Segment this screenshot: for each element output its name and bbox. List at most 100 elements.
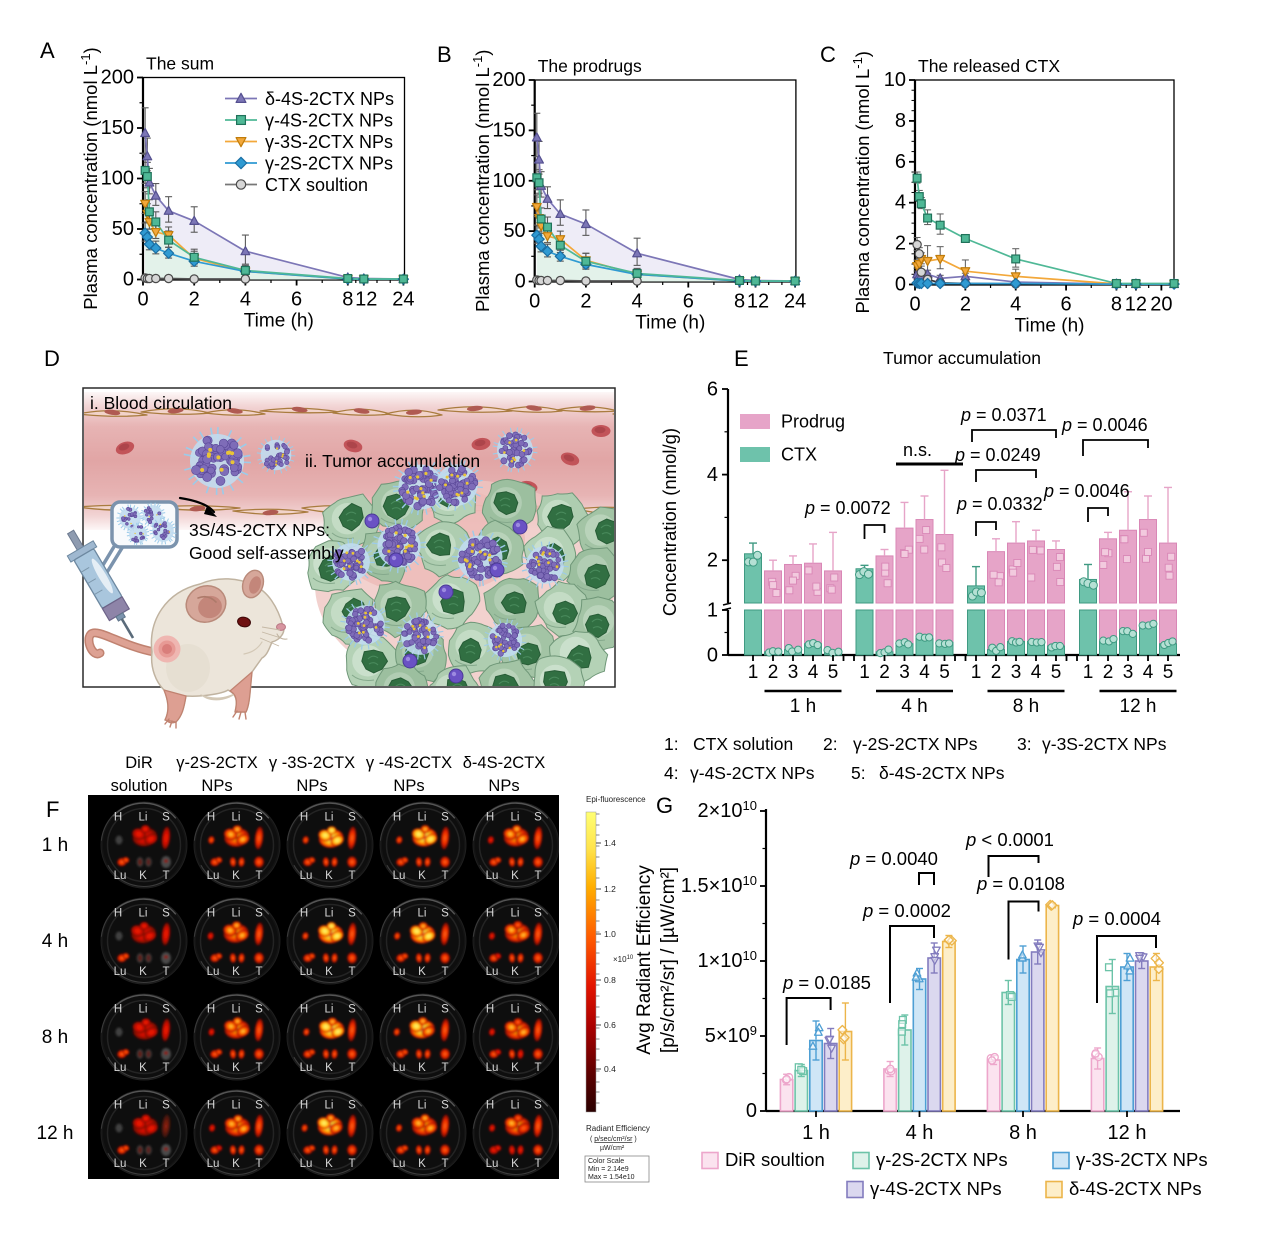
svg-text:H: H xyxy=(114,1100,122,1112)
svg-text:K: K xyxy=(511,870,519,882)
svg-text:H: H xyxy=(393,812,401,824)
svg-text:8: 8 xyxy=(1111,294,1122,316)
svg-text:4: 4 xyxy=(707,464,718,486)
svg-text:T: T xyxy=(534,1158,541,1170)
svg-text:1: 1 xyxy=(859,662,870,683)
svg-text:4:: 4: xyxy=(664,763,679,783)
svg-text:NPs: NPs xyxy=(488,777,519,795)
svg-text:The sum: The sum xyxy=(146,54,214,74)
svg-text:γ-3S-2CTX NPs: γ-3S-2CTX NPs xyxy=(1042,734,1167,754)
svg-text:Lu: Lu xyxy=(486,870,499,882)
svg-text:E: E xyxy=(734,346,749,371)
svg-text:K: K xyxy=(139,870,147,882)
svg-text:8: 8 xyxy=(895,110,906,132)
svg-text:D: D xyxy=(44,346,60,371)
svg-text:Li: Li xyxy=(418,1100,427,1112)
svg-text:Li: Li xyxy=(418,908,427,920)
svg-text:8: 8 xyxy=(342,289,353,311)
svg-text:4: 4 xyxy=(1143,662,1154,683)
svg-text:T: T xyxy=(348,966,355,978)
svg-text:24: 24 xyxy=(392,289,414,311)
svg-text:1.2: 1.2 xyxy=(604,884,616,894)
svg-text:20: 20 xyxy=(1150,294,1172,316)
svg-text:H: H xyxy=(486,1100,494,1112)
svg-text:12 h: 12 h xyxy=(1108,1122,1147,1144)
svg-text:solution: solution xyxy=(111,777,168,795)
svg-text:3: 3 xyxy=(1123,662,1134,683)
svg-text:Lu: Lu xyxy=(486,1062,499,1074)
svg-text:Li: Li xyxy=(232,908,241,920)
svg-text:T: T xyxy=(162,966,169,978)
svg-text:Lu: Lu xyxy=(486,1158,499,1170)
svg-text:A: A xyxy=(40,38,55,63)
svg-text:0: 0 xyxy=(529,291,540,313)
svg-text:100: 100 xyxy=(101,168,134,190)
svg-text:K: K xyxy=(325,870,333,882)
svg-text:Lu: Lu xyxy=(207,966,220,978)
svg-text:Lu: Lu xyxy=(393,1062,406,1074)
svg-text:Li: Li xyxy=(418,1004,427,1016)
svg-text:Max = 1.54e10: Max = 1.54e10 xyxy=(588,1174,635,1181)
svg-text:Li: Li xyxy=(325,1004,334,1016)
svg-text:10: 10 xyxy=(884,69,906,91)
svg-text:Lu: Lu xyxy=(207,1062,220,1074)
svg-text:Lu: Lu xyxy=(393,870,406,882)
svg-text:H: H xyxy=(207,908,215,920)
svg-text:γ-2S-2CTX NPs: γ-2S-2CTX NPs xyxy=(876,1149,1008,1170)
svg-text:100: 100 xyxy=(492,170,525,192)
svg-text:δ-4S-2CTX NPs: δ-4S-2CTX NPs xyxy=(265,89,394,109)
svg-text:K: K xyxy=(418,1158,426,1170)
svg-text:NPs: NPs xyxy=(296,777,327,795)
svg-text:Avg Radiant Efficiency: Avg Radiant Efficiency xyxy=(634,865,655,1055)
svg-text:γ-2S-2CTX NPs: γ-2S-2CTX NPs xyxy=(265,154,393,174)
svg-text:ii. Tumor accumulation: ii. Tumor accumulation xyxy=(305,451,480,471)
svg-text:CTX: CTX xyxy=(781,445,817,465)
svg-text:1×1010: 1×1010 xyxy=(697,948,757,973)
svg-text:Tumor accumulation: Tumor accumulation xyxy=(883,348,1041,368)
svg-text:NPs: NPs xyxy=(393,777,424,795)
svg-text:1.0: 1.0 xyxy=(604,929,616,939)
svg-text:3S/4S-2CTX NPs:: 3S/4S-2CTX NPs: xyxy=(189,520,330,540)
svg-text:Li: Li xyxy=(232,1004,241,1016)
svg-text:1 h: 1 h xyxy=(790,696,816,717)
svg-text:12: 12 xyxy=(747,291,769,313)
svg-text:Li: Li xyxy=(139,1100,148,1112)
svg-text:S: S xyxy=(255,1100,263,1112)
svg-text:3: 3 xyxy=(1011,662,1022,683)
svg-text:Lu: Lu xyxy=(300,870,313,882)
svg-text:CTX solution: CTX solution xyxy=(693,734,793,754)
svg-text:4: 4 xyxy=(919,662,930,683)
svg-text:Lu: Lu xyxy=(300,1062,313,1074)
svg-text:p = 0.0185: p = 0.0185 xyxy=(782,972,871,993)
svg-text:H: H xyxy=(486,812,494,824)
svg-text:2: 2 xyxy=(707,550,718,572)
svg-text:p = 0.0332: p = 0.0332 xyxy=(956,494,1043,514)
svg-text:Time (h): Time (h) xyxy=(244,311,314,332)
svg-text:γ-4S-2CTX NPs: γ-4S-2CTX NPs xyxy=(690,763,815,783)
svg-text:T: T xyxy=(162,870,169,882)
svg-text:C: C xyxy=(820,42,836,67)
svg-text:Li: Li xyxy=(325,812,334,824)
svg-text:4: 4 xyxy=(240,289,251,311)
svg-text:S: S xyxy=(534,1004,542,1016)
svg-text:3: 3 xyxy=(788,662,799,683)
svg-text:S: S xyxy=(162,1004,170,1016)
svg-text:[p/s/cm²/sr] / [µW/cm²]: [p/s/cm²/sr] / [µW/cm²] xyxy=(658,867,679,1053)
svg-text:p = 0.0072: p = 0.0072 xyxy=(804,498,891,518)
svg-text:2: 2 xyxy=(895,233,906,255)
svg-text:2: 2 xyxy=(768,662,779,683)
svg-text:K: K xyxy=(511,1062,519,1074)
svg-text:8: 8 xyxy=(734,291,745,313)
svg-text:S: S xyxy=(348,812,356,824)
svg-text:H: H xyxy=(300,812,308,824)
svg-text:Plasma concentration (nmol L-1: Plasma concentration (nmol L-1) xyxy=(470,50,494,312)
svg-text:Lu: Lu xyxy=(114,870,127,882)
svg-text:5: 5 xyxy=(939,662,950,683)
svg-text:Li: Li xyxy=(139,908,148,920)
svg-text:Li: Li xyxy=(511,812,520,824)
svg-text:Lu: Lu xyxy=(207,1158,220,1170)
svg-text:B: B xyxy=(437,42,452,67)
svg-text:δ-4S-2CTX NPs: δ-4S-2CTX NPs xyxy=(1069,1178,1202,1199)
svg-text:Lu: Lu xyxy=(300,1158,313,1170)
svg-text:8 h: 8 h xyxy=(1009,1122,1037,1144)
